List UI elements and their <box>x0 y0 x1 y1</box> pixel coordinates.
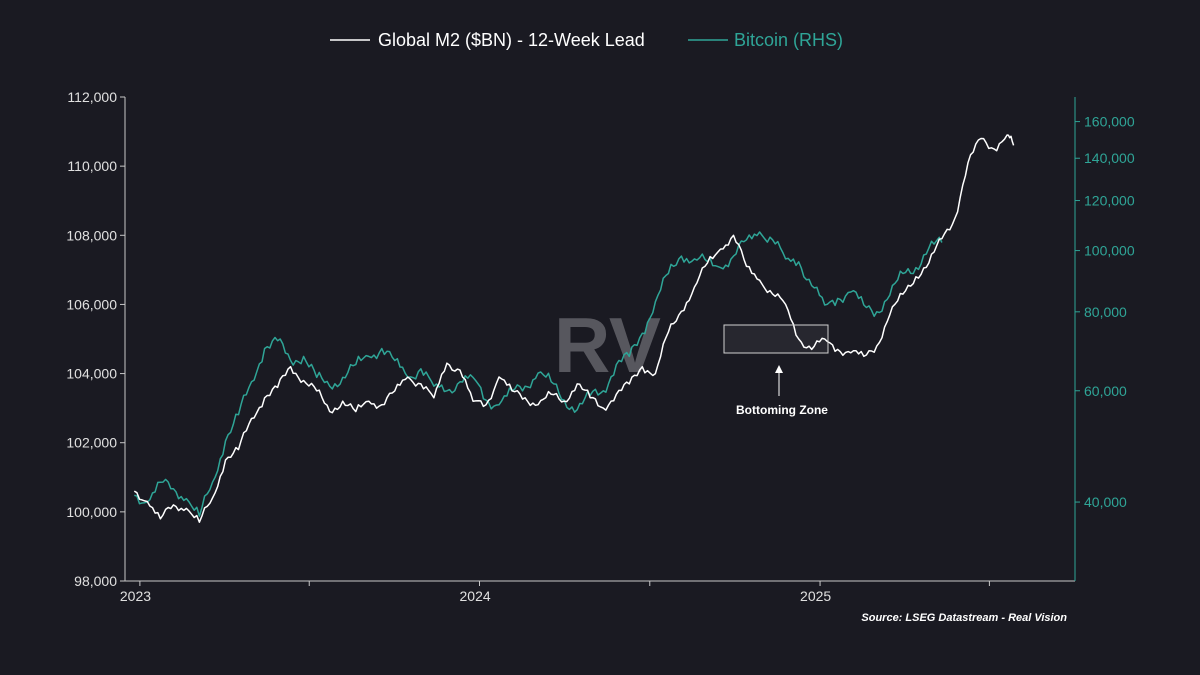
y-left-tick-label: 102,000 <box>66 435 117 451</box>
y-left-tick-label: 108,000 <box>66 227 117 243</box>
bottoming-zone-annotation: Bottoming Zone <box>723 324 829 417</box>
y-right-tick-label: 80,000 <box>1084 304 1127 320</box>
legend: Global M2 ($BN) - 12-Week Lead Bitcoin (… <box>330 30 843 50</box>
bottoming-zone-box <box>723 324 829 354</box>
y-right-tick-label: 140,000 <box>1084 150 1135 166</box>
bottoming-zone-label: Bottoming Zone <box>736 403 828 417</box>
y-left-tick-label: 100,000 <box>66 504 117 520</box>
x-tick-label: 2023 <box>120 588 151 604</box>
legend-label-m2: Global M2 ($BN) - 12-Week Lead <box>378 30 645 50</box>
y-right-tick-label: 160,000 <box>1084 114 1135 130</box>
x-tick-label: 2025 <box>800 588 831 604</box>
legend-label-btc: Bitcoin (RHS) <box>734 30 843 50</box>
watermark-logo: RV <box>554 301 661 389</box>
y-left-tick-label: 98,000 <box>74 573 117 589</box>
axes: 98,000 100,000 102,000 104,000 106,000 108,00… <box>66 89 1134 604</box>
y-right-tick-label: 60,000 <box>1084 383 1127 399</box>
y-right-tick-label: 100,000 <box>1084 243 1135 259</box>
btc-line <box>134 231 943 517</box>
y-right-tick-label: 40,000 <box>1084 494 1127 510</box>
y-left-tick-label: 106,000 <box>66 296 117 312</box>
y-left-tick-label: 104,000 <box>66 366 117 382</box>
y-right-tick-label: 120,000 <box>1084 193 1135 209</box>
m2-line <box>133 134 1015 523</box>
x-tick-label: 2024 <box>460 588 491 604</box>
series-layer <box>133 134 1015 523</box>
y-left-tick-label: 110,000 <box>67 158 117 174</box>
bottoming-zone-arrowhead <box>775 365 783 373</box>
source-note: Source: LSEG Datastream - Real Vision <box>861 612 1067 624</box>
y-left-tick-label: 112,000 <box>67 89 117 105</box>
